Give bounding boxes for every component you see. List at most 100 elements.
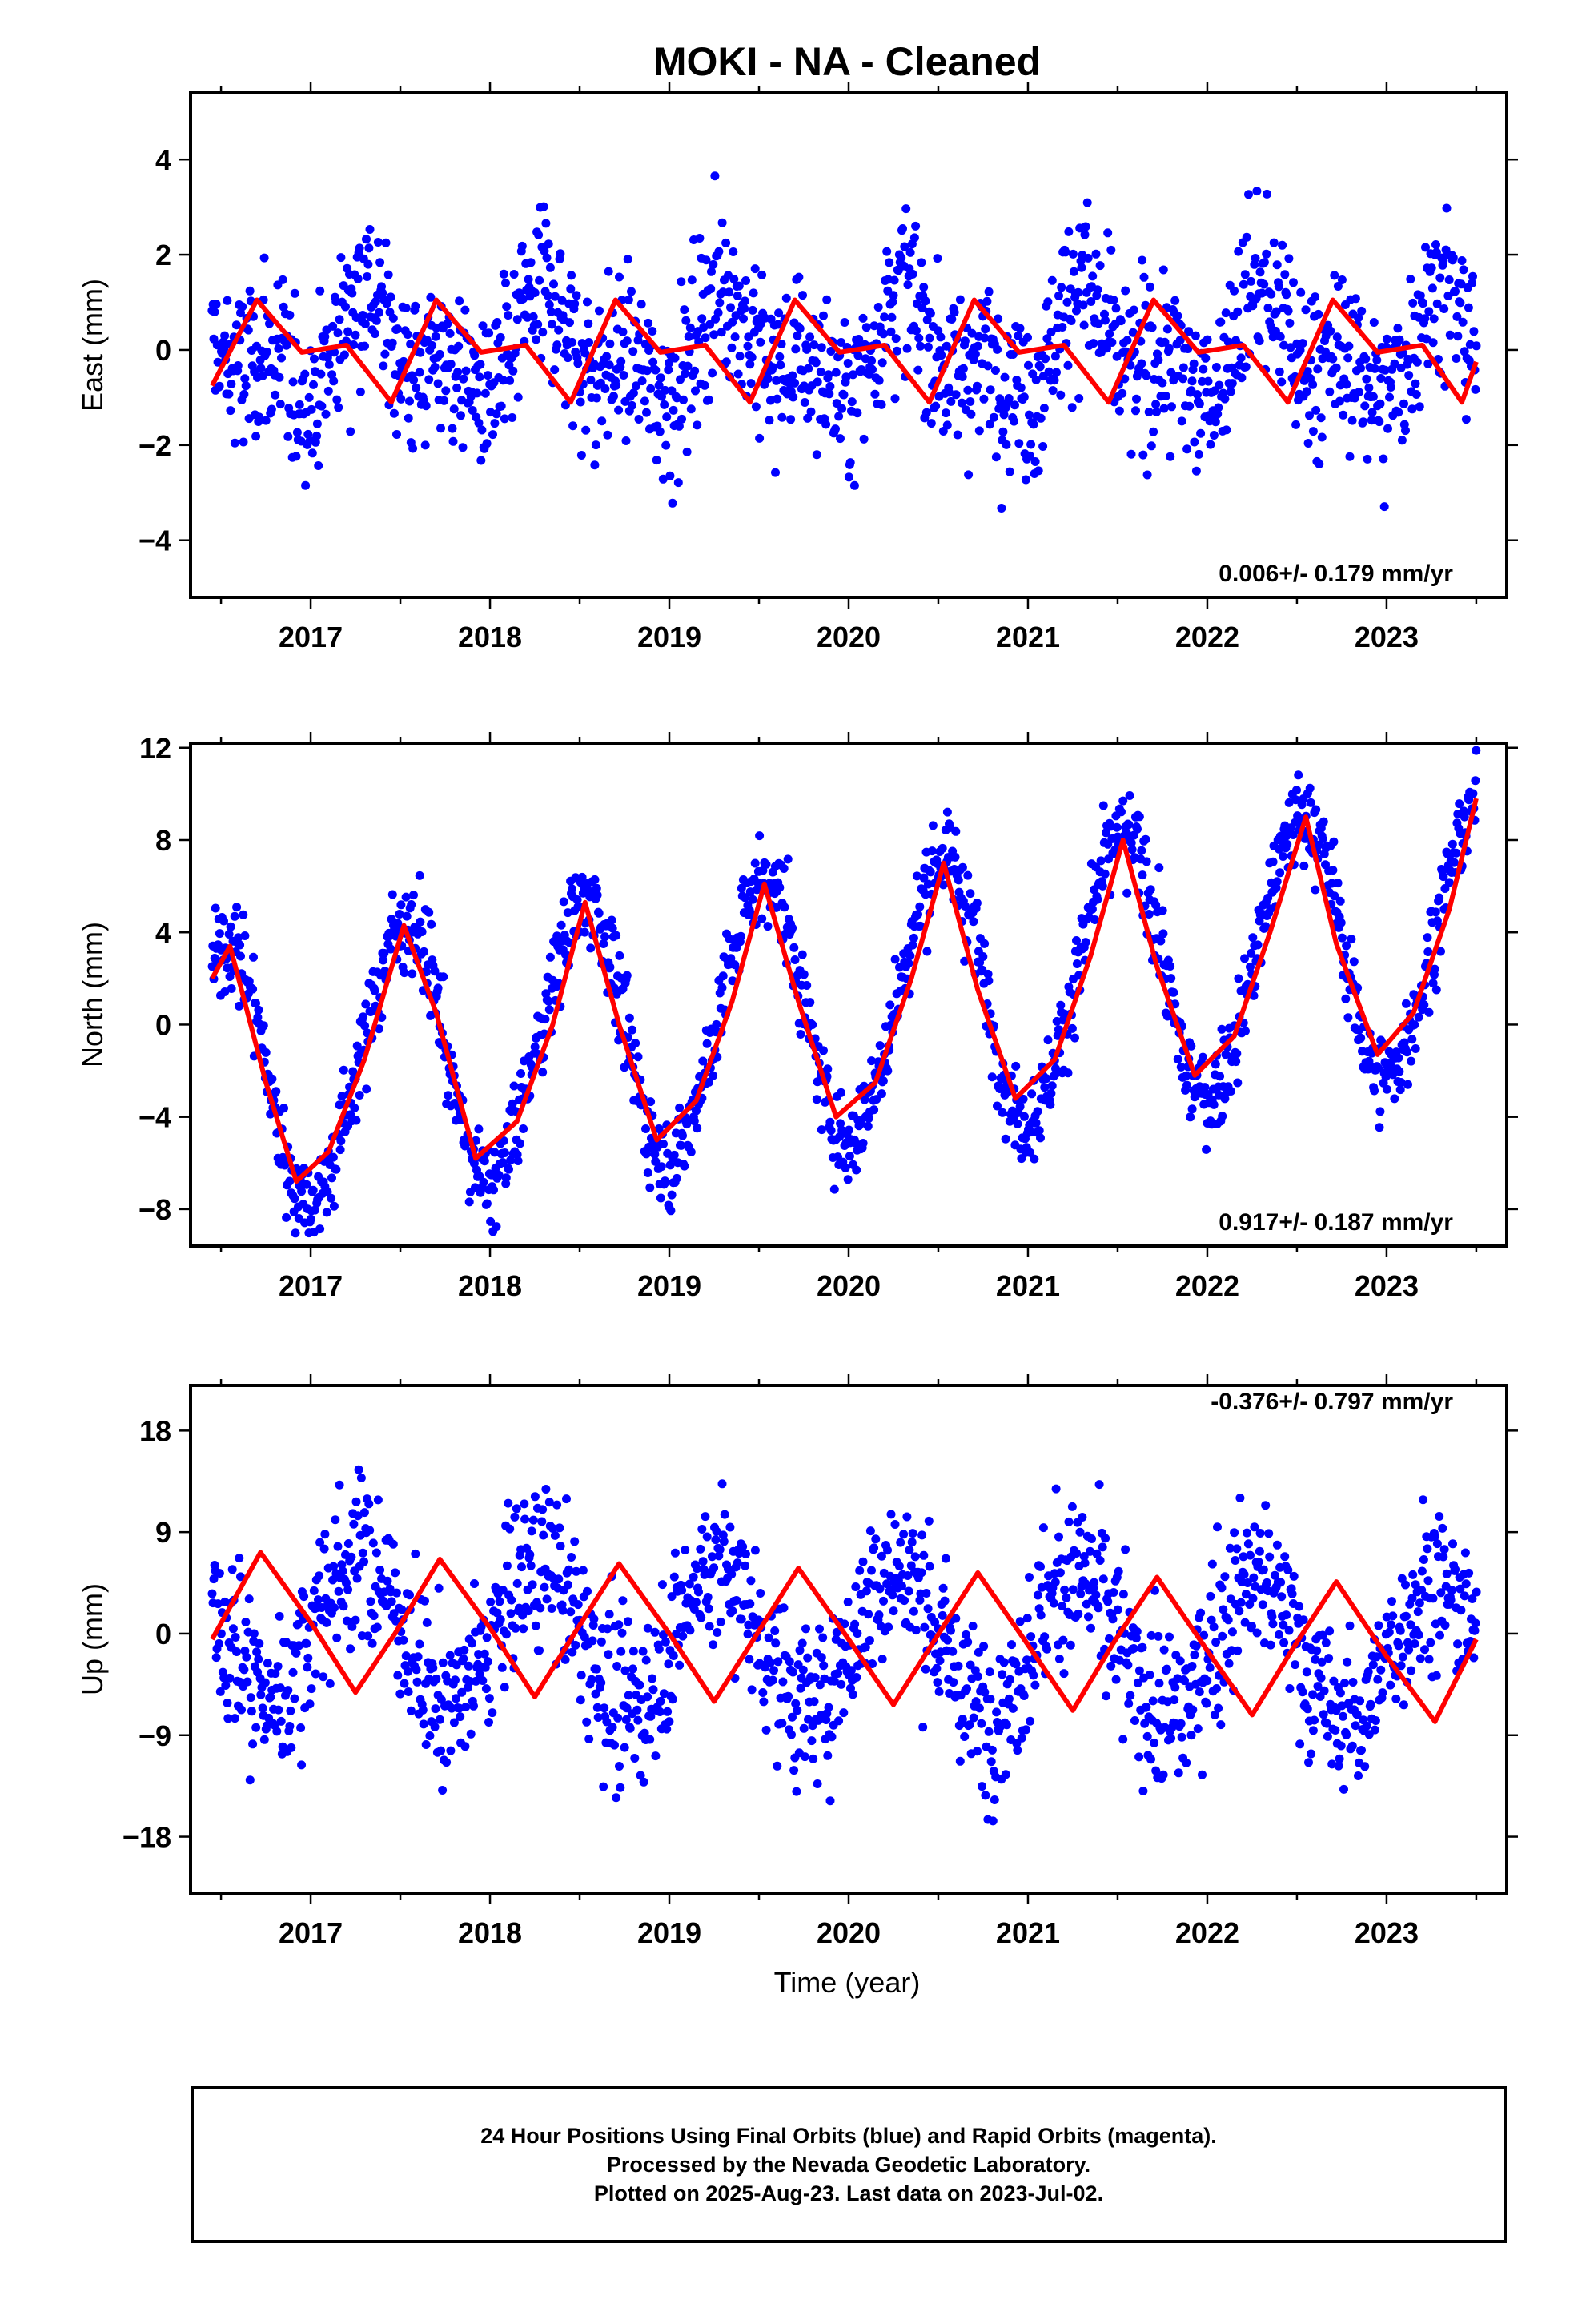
data-point xyxy=(1150,1586,1159,1595)
data-point xyxy=(1468,1594,1477,1603)
data-point xyxy=(951,1614,961,1623)
data-point xyxy=(1321,1638,1331,1647)
data-point xyxy=(1319,1710,1328,1719)
data-point xyxy=(1067,1502,1077,1511)
data-point xyxy=(845,1152,854,1161)
data-point xyxy=(1386,383,1395,392)
data-point xyxy=(230,1714,239,1723)
data-point xyxy=(1122,888,1132,898)
data-point xyxy=(954,875,963,885)
data-point xyxy=(309,380,318,389)
data-point xyxy=(871,1534,881,1544)
data-point xyxy=(1185,401,1195,411)
data-point xyxy=(980,939,990,948)
data-point xyxy=(1308,1726,1318,1735)
data-point xyxy=(1076,1589,1086,1598)
data-point xyxy=(1279,1638,1289,1647)
data-point xyxy=(1126,449,1136,459)
data-point xyxy=(215,381,224,391)
data-point xyxy=(413,1652,423,1662)
data-point xyxy=(255,412,264,422)
data-point xyxy=(1149,427,1158,436)
data-point xyxy=(602,1717,612,1727)
data-point xyxy=(393,1671,403,1680)
data-point xyxy=(1139,272,1149,282)
data-point xyxy=(909,1606,918,1616)
data-point xyxy=(497,1663,507,1672)
data-point xyxy=(918,1723,928,1732)
x-tick-label: 2023 xyxy=(1355,621,1419,653)
data-point xyxy=(1040,1632,1050,1642)
data-point xyxy=(1072,306,1081,316)
data-point xyxy=(612,380,621,390)
data-point xyxy=(411,1549,420,1558)
data-point xyxy=(395,910,404,919)
data-point xyxy=(1301,305,1311,315)
data-point xyxy=(714,247,724,256)
data-point xyxy=(618,327,628,336)
data-point xyxy=(790,955,800,964)
data-point xyxy=(433,379,443,388)
data-point xyxy=(954,1661,963,1671)
data-point xyxy=(213,1599,223,1609)
data-point xyxy=(849,370,857,380)
data-point xyxy=(651,365,661,375)
data-point xyxy=(235,1554,244,1563)
data-point xyxy=(738,1542,748,1551)
data-point xyxy=(693,420,702,430)
data-point xyxy=(1329,837,1339,846)
data-point xyxy=(998,1670,1007,1679)
data-point xyxy=(1255,267,1265,277)
data-point xyxy=(1091,249,1101,259)
data-point xyxy=(1303,367,1312,376)
data-point xyxy=(644,318,653,328)
data-point xyxy=(675,1103,685,1112)
data-point xyxy=(1146,441,1156,451)
data-point xyxy=(1444,878,1454,887)
data-point xyxy=(987,1072,997,1082)
rate-annotation: 0.006+/- 0.179 mm/yr xyxy=(1219,561,1453,587)
data-point xyxy=(251,999,260,1008)
data-point xyxy=(391,1568,400,1578)
data-point xyxy=(870,389,880,399)
data-point xyxy=(1198,1770,1207,1779)
data-point xyxy=(469,1701,478,1711)
data-point xyxy=(1356,1033,1366,1043)
data-point xyxy=(733,1558,742,1568)
data-point xyxy=(265,319,274,328)
data-point xyxy=(1374,1621,1383,1630)
data-point xyxy=(746,1576,756,1586)
data-point xyxy=(588,1621,598,1630)
data-point xyxy=(382,299,391,308)
data-point xyxy=(285,1176,295,1186)
data-point xyxy=(1080,230,1090,239)
data-point xyxy=(1423,359,1433,368)
data-point xyxy=(1330,271,1339,280)
data-point xyxy=(1448,253,1458,263)
data-point xyxy=(1220,1094,1230,1104)
data-point xyxy=(628,347,638,356)
data-point xyxy=(375,258,385,267)
data-point xyxy=(1061,247,1070,257)
data-point xyxy=(1248,1594,1258,1603)
data-point xyxy=(648,1685,658,1695)
data-point xyxy=(678,1131,687,1140)
data-point xyxy=(991,452,1001,462)
data-point xyxy=(1334,1761,1343,1771)
data-point xyxy=(1191,466,1201,476)
data-point xyxy=(406,340,416,349)
data-point xyxy=(1423,1576,1433,1586)
data-point xyxy=(1420,314,1430,324)
data-point xyxy=(1054,1655,1064,1663)
data-point xyxy=(1272,260,1282,270)
data-point xyxy=(533,320,543,329)
data-point xyxy=(482,439,492,448)
data-point xyxy=(831,368,841,377)
data-point xyxy=(388,1539,398,1549)
data-point xyxy=(757,270,767,279)
data-point xyxy=(415,870,424,880)
data-point xyxy=(1279,340,1289,350)
data-point xyxy=(1284,798,1294,807)
data-point xyxy=(1206,440,1215,449)
data-point xyxy=(303,1663,312,1672)
